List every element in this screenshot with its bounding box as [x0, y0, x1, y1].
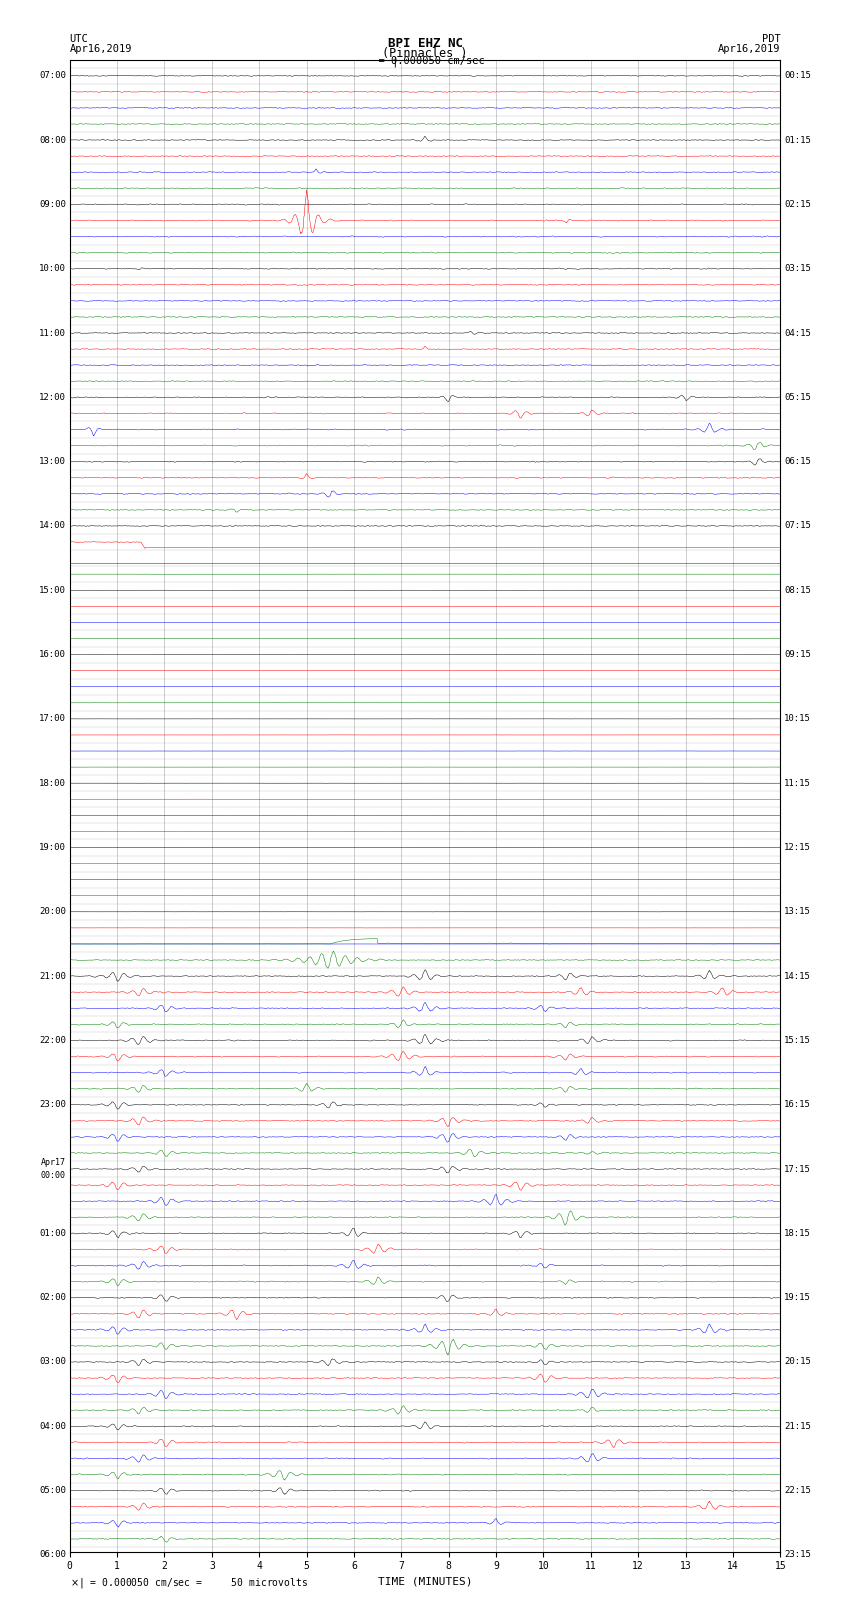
- Text: 03:00: 03:00: [39, 1358, 66, 1366]
- Text: 04:15: 04:15: [784, 329, 811, 337]
- Text: 16:15: 16:15: [784, 1100, 811, 1110]
- Text: 10:15: 10:15: [784, 715, 811, 723]
- Text: 18:15: 18:15: [784, 1229, 811, 1237]
- Text: Apr17: Apr17: [41, 1158, 66, 1168]
- Text: 18:00: 18:00: [39, 779, 66, 787]
- Text: 21:00: 21:00: [39, 971, 66, 981]
- Text: 00:15: 00:15: [784, 71, 811, 81]
- Text: 02:15: 02:15: [784, 200, 811, 208]
- Text: 20:15: 20:15: [784, 1358, 811, 1366]
- Text: 03:15: 03:15: [784, 265, 811, 273]
- Text: Apr16,2019: Apr16,2019: [717, 44, 780, 53]
- Text: 20:00: 20:00: [39, 907, 66, 916]
- Text: 22:00: 22:00: [39, 1036, 66, 1045]
- Text: 08:00: 08:00: [39, 135, 66, 145]
- Text: 14:00: 14:00: [39, 521, 66, 531]
- Text: = 0.000050 cm/sec: = 0.000050 cm/sec: [366, 56, 484, 66]
- Text: 01:00: 01:00: [39, 1229, 66, 1237]
- Text: (Pinnacles ): (Pinnacles ): [382, 47, 468, 60]
- Text: 02:00: 02:00: [39, 1294, 66, 1302]
- Text: 06:15: 06:15: [784, 456, 811, 466]
- Text: 00:00: 00:00: [41, 1171, 66, 1179]
- Text: 23:00: 23:00: [39, 1100, 66, 1110]
- Text: 17:15: 17:15: [784, 1165, 811, 1174]
- Text: 19:00: 19:00: [39, 844, 66, 852]
- Text: 09:15: 09:15: [784, 650, 811, 660]
- Text: 14:15: 14:15: [784, 971, 811, 981]
- Text: 10:00: 10:00: [39, 265, 66, 273]
- Text: BPI EHZ NC: BPI EHZ NC: [388, 37, 462, 50]
- Text: 07:00: 07:00: [39, 71, 66, 81]
- Text: 01:15: 01:15: [784, 135, 811, 145]
- Text: 15:15: 15:15: [784, 1036, 811, 1045]
- Text: 11:15: 11:15: [784, 779, 811, 787]
- X-axis label: TIME (MINUTES): TIME (MINUTES): [377, 1578, 473, 1587]
- Text: 05:15: 05:15: [784, 394, 811, 402]
- Text: 09:00: 09:00: [39, 200, 66, 208]
- Text: 13:15: 13:15: [784, 907, 811, 916]
- Text: 15:00: 15:00: [39, 586, 66, 595]
- Text: 13:00: 13:00: [39, 456, 66, 466]
- Text: $\times$| = 0.000050 cm/sec =     50 microvolts: $\times$| = 0.000050 cm/sec = 50 microvo…: [70, 1576, 308, 1590]
- Text: 08:15: 08:15: [784, 586, 811, 595]
- Text: UTC: UTC: [70, 34, 88, 44]
- Text: 05:00: 05:00: [39, 1486, 66, 1495]
- Text: PDT: PDT: [762, 34, 780, 44]
- Text: |: |: [391, 56, 398, 68]
- Text: 04:00: 04:00: [39, 1421, 66, 1431]
- Text: 11:00: 11:00: [39, 329, 66, 337]
- Text: 07:15: 07:15: [784, 521, 811, 531]
- Text: 22:15: 22:15: [784, 1486, 811, 1495]
- Text: 16:00: 16:00: [39, 650, 66, 660]
- Text: 17:00: 17:00: [39, 715, 66, 723]
- Text: 12:15: 12:15: [784, 844, 811, 852]
- Text: 21:15: 21:15: [784, 1421, 811, 1431]
- Text: 12:00: 12:00: [39, 394, 66, 402]
- Text: 23:15: 23:15: [784, 1550, 811, 1560]
- Text: Apr16,2019: Apr16,2019: [70, 44, 133, 53]
- Text: 06:00: 06:00: [39, 1550, 66, 1560]
- Text: 19:15: 19:15: [784, 1294, 811, 1302]
